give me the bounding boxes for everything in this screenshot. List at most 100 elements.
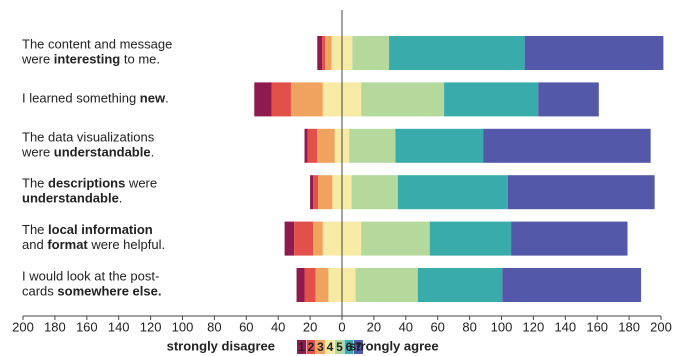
bar-segment <box>322 36 326 70</box>
label-run: cards <box>22 284 57 299</box>
bar-segment <box>352 36 390 70</box>
label-run: were <box>21 145 54 160</box>
bar-segment <box>429 221 512 256</box>
bar-segment <box>444 82 539 117</box>
legend-label: 2 <box>308 340 315 354</box>
label-run: local information <box>48 223 153 238</box>
label-run: . <box>165 91 169 106</box>
label-run: The <box>22 223 48 238</box>
legend-swatch <box>344 340 354 354</box>
label-run: and <box>22 238 47 253</box>
x-tick-label: 200 <box>650 319 672 334</box>
legend-label: 1 <box>298 340 305 354</box>
x-tick-label: 60 <box>239 319 253 334</box>
label-run: somewhere else. <box>57 284 161 299</box>
bar-segment <box>310 175 314 210</box>
x-tick-label: 120 <box>140 319 162 334</box>
x-tick-label: 20 <box>367 319 381 334</box>
legend-left: strongly disagree <box>167 338 275 353</box>
bar-segment <box>355 268 418 302</box>
legend-right: strongly agree <box>349 338 439 353</box>
legend-label: 3 <box>317 340 324 354</box>
category-label: understandable. <box>22 191 122 206</box>
bar-segment <box>351 175 398 210</box>
category-label: The local information <box>22 223 153 238</box>
bar-segment <box>284 221 295 256</box>
category-label: were interesting to me. <box>21 52 160 67</box>
legend-label: 7 <box>355 340 362 354</box>
bar-segment <box>349 128 396 163</box>
x-tick-label: 160 <box>76 319 98 334</box>
bar-segment <box>397 175 508 210</box>
bar-segment <box>313 221 323 256</box>
x-tick-label: 80 <box>207 319 221 334</box>
bar-segment <box>304 128 308 163</box>
legend-label: 5 <box>336 340 343 354</box>
legend-label: 4 <box>327 340 334 354</box>
label-run: new <box>140 91 166 106</box>
bar-segment <box>254 82 272 117</box>
legend-label: 6 <box>346 340 353 354</box>
bar-segment <box>318 175 333 210</box>
bar-segment <box>290 82 323 117</box>
label-run: were <box>125 176 157 191</box>
bar-segment <box>483 128 651 163</box>
category-label: The descriptions were <box>22 176 157 191</box>
x-tick-label: 100 <box>172 319 194 334</box>
bar-segment <box>507 175 655 210</box>
bar-segment <box>361 82 445 117</box>
x-tick-label: 200 <box>12 319 34 334</box>
bar-segment <box>361 221 430 256</box>
legend-swatch <box>354 340 363 354</box>
bar-segment <box>317 128 335 163</box>
bar-segment <box>304 268 316 302</box>
x-tick-label: 100 <box>491 319 513 334</box>
x-tick-label: 140 <box>108 319 130 334</box>
x-tick-label: 160 <box>586 319 608 334</box>
x-tick-label: 180 <box>618 319 640 334</box>
label-run: were helpful. <box>88 238 165 253</box>
label-run: interesting <box>54 52 121 67</box>
bar-segment <box>524 36 664 70</box>
category-label: The data visualizations <box>22 130 155 145</box>
legend-swatch <box>306 340 316 354</box>
legend-swatch <box>325 340 335 354</box>
label-run: understandable <box>54 145 151 160</box>
label-run: format <box>47 238 88 253</box>
label-run: . <box>151 145 155 160</box>
label-run: understandable <box>22 191 119 206</box>
bar-segment <box>511 221 628 256</box>
label-run: I learned something <box>22 91 140 106</box>
bar-segment <box>315 268 329 302</box>
x-tick-label: 20 <box>303 319 317 334</box>
bar-segment <box>296 268 305 302</box>
bar-segment <box>271 82 291 117</box>
bar-segment <box>538 82 599 117</box>
x-tick-label: 140 <box>554 319 576 334</box>
bar-segment <box>313 175 319 210</box>
label-run: . <box>119 191 123 206</box>
category-label: cards somewhere else. <box>22 284 161 299</box>
category-label: were understandable. <box>21 145 154 160</box>
category-label: I would look at the post- <box>22 269 159 284</box>
bar-segment <box>317 36 323 70</box>
legend-swatch <box>316 340 325 354</box>
bar-segment <box>325 36 332 70</box>
bar-segment <box>395 128 484 163</box>
bar-segment <box>389 36 525 70</box>
category-label: and format were helpful. <box>22 238 165 253</box>
bar-segment <box>502 268 642 302</box>
label-run: to me. <box>120 52 160 67</box>
legend-swatch <box>297 340 306 354</box>
x-tick-label: 180 <box>44 319 66 334</box>
bar-segment <box>417 268 503 302</box>
x-tick-label: 80 <box>462 319 476 334</box>
x-tick-label: 0 <box>338 319 345 334</box>
category-label: I learned something new. <box>22 91 169 106</box>
x-tick-label: 60 <box>430 319 444 334</box>
label-run: The data visualizations <box>22 130 155 145</box>
label-run: The <box>22 176 48 191</box>
category-label: The content and message <box>22 37 172 52</box>
label-run: The content and message <box>22 37 172 52</box>
